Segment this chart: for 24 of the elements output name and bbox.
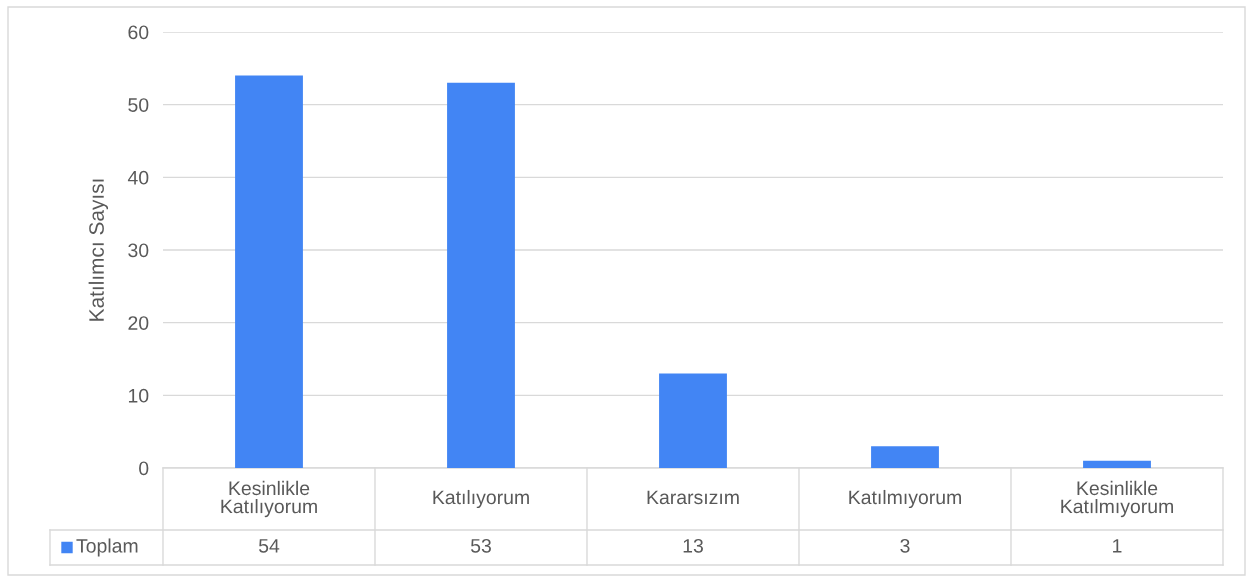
y-tick-label: 30 <box>128 243 149 258</box>
x-tick-label: Kesinlikle Katılıyorum <box>221 480 317 518</box>
data-label: 1 <box>1113 539 1122 553</box>
data-label: 13 <box>683 538 703 553</box>
data-label: 53 <box>470 538 491 553</box>
y-axis-title: Katılımcı Sayısı <box>88 179 109 321</box>
data-label: 3 <box>900 538 910 553</box>
y-tick-label: 50 <box>128 98 149 112</box>
y-tick-label: 60 <box>128 25 149 40</box>
y-tick-label: 20 <box>128 316 149 330</box>
y-tick-label: 40 <box>127 170 149 185</box>
bar <box>871 446 939 468</box>
bar <box>447 82 515 468</box>
y-tick-label: 0 <box>139 461 149 476</box>
bar <box>235 75 303 468</box>
x-tick-label: Katılmıyorum <box>849 489 961 509</box>
y-tick-label: 10 <box>128 388 149 403</box>
bar <box>1083 460 1151 468</box>
bar <box>659 373 727 468</box>
x-tick-label: Kararsızım <box>647 490 739 505</box>
x-tick-label: Katılıyorum <box>433 489 529 509</box>
x-tick-label: Kesinlikle Katılmıyorum <box>1061 480 1173 518</box>
data-label: 54 <box>258 539 280 553</box>
legend-label: Toplam <box>76 538 138 557</box>
